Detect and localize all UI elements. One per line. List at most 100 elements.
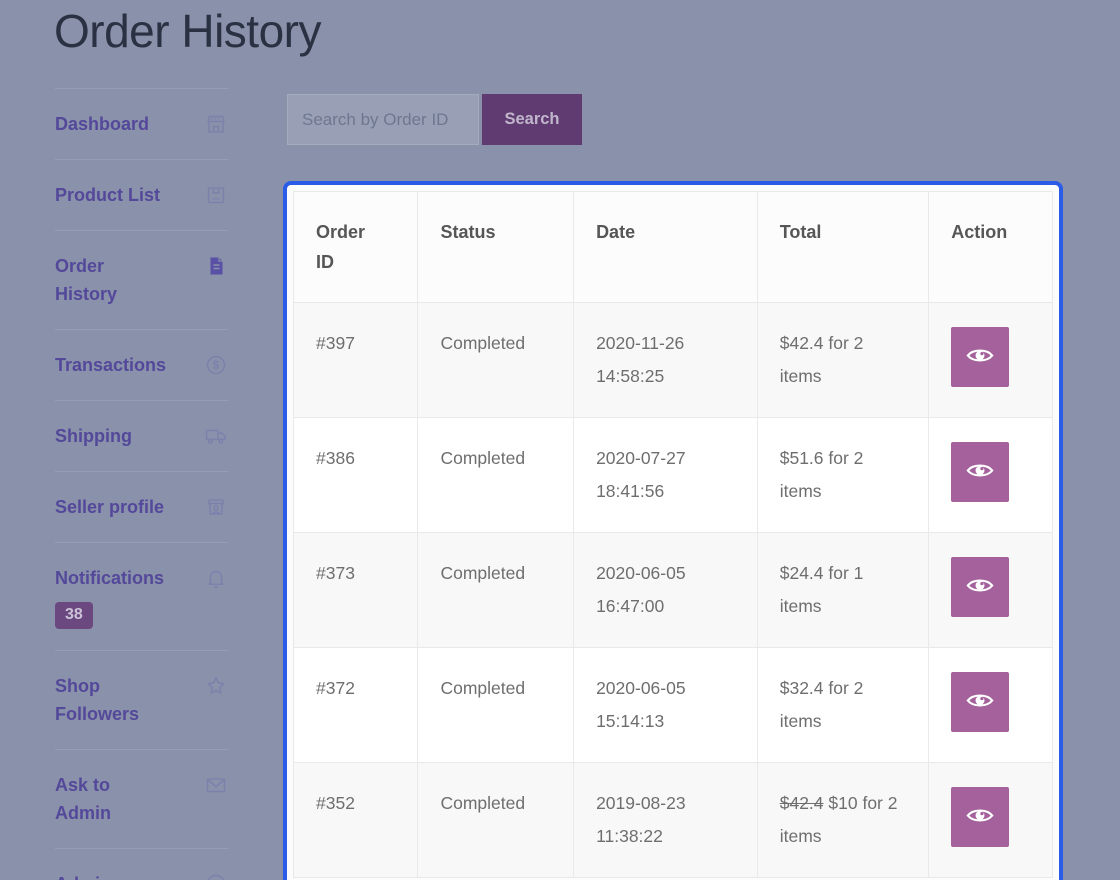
truck-icon — [204, 424, 228, 448]
eye-icon — [966, 577, 994, 597]
document-icon — [204, 254, 228, 278]
column-header-action: Action — [928, 191, 1053, 303]
eye-icon — [966, 347, 994, 367]
order-total: $42.4 for 2 items — [779, 333, 864, 386]
order-time: 11:38:22 — [596, 826, 663, 846]
sidebar-item-label[interactable]: Shop Followers — [55, 676, 140, 724]
sidebar-item-dashboard[interactable]: Dashboard — [55, 88, 228, 159]
order-total: $10 for 2 items — [779, 793, 898, 846]
total-cell: $32.4 for 2 items — [756, 647, 930, 763]
sidebar-item-seller-profile[interactable]: Seller profile — [55, 471, 228, 542]
order-total: $51.6 for 2 items — [779, 448, 864, 501]
status-cell: Completed — [417, 417, 575, 533]
envelope-icon — [204, 773, 228, 797]
order-id-cell: #397 — [292, 302, 419, 418]
action-cell — [928, 762, 1053, 878]
sidebar-item-label[interactable]: Shipping — [55, 426, 132, 446]
store-icon — [204, 112, 228, 136]
column-header-status: Status — [417, 191, 575, 303]
svg-text:$: $ — [213, 360, 220, 372]
total-cell: $51.6 for 2 items — [756, 417, 930, 533]
sidebar-item-notifications[interactable]: Notifications 38 — [55, 542, 228, 650]
total-cell: $24.4 for 1 items — [756, 532, 930, 648]
order-date: 2020-07-27 — [596, 448, 686, 468]
orders-table-highlight: Order ID Status Date Total Action #397 C… — [283, 181, 1063, 880]
sidebar-item-label[interactable]: Seller profile — [55, 497, 165, 517]
table-row: #373 Completed 2020-06-05 16:47:00 $24.4… — [292, 532, 1053, 648]
table-header-row: Order ID Status Date Total Action — [292, 191, 1053, 303]
table-row: #397 Completed 2020-11-26 14:58:25 $42.4… — [292, 302, 1053, 418]
date-cell: 2020-06-05 15:14:13 — [573, 647, 758, 763]
page-title: Order History — [54, 5, 321, 57]
column-header-date: Date — [573, 191, 758, 303]
action-cell — [928, 647, 1053, 763]
sidebar-item-ask-to-admin[interactable]: Ask to Admin — [55, 749, 228, 848]
status-cell: Completed — [417, 532, 575, 648]
action-cell — [928, 302, 1053, 418]
order-id-cell: #373 — [292, 532, 419, 648]
sidebar-item-shipping[interactable]: Shipping — [55, 400, 228, 471]
sidebar-item-label[interactable]: Admin Dashboard — [55, 870, 167, 880]
sidebar: Dashboard Product List Order History Tra… — [55, 88, 228, 880]
status-cell: Completed — [417, 647, 575, 763]
status-cell: Completed — [417, 762, 575, 878]
order-date: 2019-08-23 — [596, 793, 686, 813]
sidebar-item-admin-dashboard[interactable]: Admin Dashboard W — [55, 848, 228, 880]
search-button[interactable]: Search — [482, 94, 582, 145]
sidebar-item-label[interactable]: Order History — [55, 256, 118, 304]
date-cell: 2020-11-26 14:58:25 — [573, 302, 758, 418]
sidebar-item-transactions[interactable]: Transactions $ — [55, 329, 228, 400]
eye-icon — [966, 807, 994, 827]
order-search-bar: Search — [287, 94, 582, 145]
search-input[interactable] — [287, 94, 479, 145]
eye-icon — [966, 462, 994, 482]
column-header-order-id: Order ID — [292, 191, 419, 303]
box-icon — [204, 183, 228, 207]
order-date: 2020-06-05 — [596, 678, 686, 698]
order-total: $32.4 for 2 items — [779, 678, 864, 731]
view-order-button[interactable] — [951, 557, 1010, 617]
sidebar-item-label[interactable]: Notifications — [55, 568, 165, 588]
view-order-button[interactable] — [951, 672, 1010, 732]
order-time: 18:41:56 — [596, 481, 665, 501]
action-cell — [928, 417, 1053, 533]
eye-icon — [966, 692, 994, 712]
sidebar-item-order-history[interactable]: Order History — [55, 230, 228, 329]
notification-count-badge: 38 — [55, 602, 93, 629]
date-cell: 2020-07-27 18:41:56 — [573, 417, 758, 533]
table-row: #352 Completed 2019-08-23 11:38:22 $42.4… — [292, 762, 1053, 878]
dollar-icon: $ — [204, 353, 228, 377]
old-price: $42.4 — [779, 793, 824, 813]
order-time: 15:14:13 — [596, 711, 665, 731]
wordpress-icon: W — [204, 872, 228, 880]
date-cell: 2019-08-23 11:38:22 — [573, 762, 758, 878]
order-id-cell: #372 — [292, 647, 419, 763]
order-time: 14:58:25 — [596, 366, 665, 386]
order-date: 2020-06-05 — [596, 563, 686, 583]
sidebar-item-product-list[interactable]: Product List — [55, 159, 228, 230]
shop-person-icon — [204, 495, 228, 519]
order-time: 16:47:00 — [596, 596, 665, 616]
status-cell: Completed — [417, 302, 575, 418]
sidebar-item-label[interactable]: Ask to Admin — [55, 775, 111, 823]
view-order-button[interactable] — [951, 442, 1010, 502]
sidebar-item-label[interactable]: Product List — [55, 185, 161, 205]
view-order-button[interactable] — [951, 327, 1010, 387]
star-icon — [204, 674, 228, 698]
view-order-button[interactable] — [951, 787, 1010, 847]
table-row: #386 Completed 2020-07-27 18:41:56 $51.6… — [292, 417, 1053, 533]
sidebar-item-shop-followers[interactable]: Shop Followers — [55, 650, 228, 749]
column-header-total: Total — [756, 191, 930, 303]
order-id-cell: #352 — [292, 762, 419, 878]
order-date: 2020-11-26 — [596, 333, 685, 353]
bell-icon — [204, 566, 228, 590]
date-cell: 2020-06-05 16:47:00 — [573, 532, 758, 648]
sidebar-item-label[interactable]: Dashboard — [55, 114, 150, 134]
action-cell — [928, 532, 1053, 648]
table-row: #372 Completed 2020-06-05 15:14:13 $32.4… — [292, 647, 1053, 763]
order-total: $24.4 for 1 items — [779, 563, 864, 616]
sidebar-item-label[interactable]: Transactions — [55, 355, 167, 375]
orders-table: Order ID Status Date Total Action #397 C… — [292, 191, 1053, 878]
order-id-cell: #386 — [292, 417, 419, 533]
